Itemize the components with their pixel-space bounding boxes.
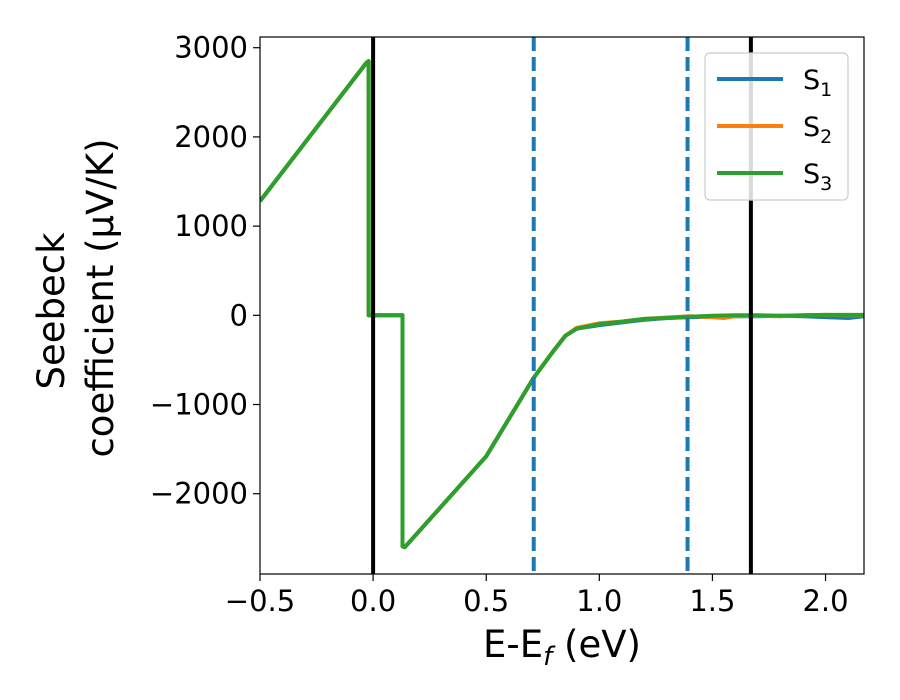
- legend-label-s1: S1: [803, 65, 832, 101]
- x-axis-label-unit: (eV): [552, 623, 641, 666]
- y-axis-label: Seebeck coefficient (μV/K): [30, 138, 122, 457]
- x-axis: −0.5 0.0 0.5 1.0 1.5 2.0: [225, 574, 849, 618]
- legend-label-main: S: [803, 112, 820, 143]
- x-tick-label: 0.5: [463, 584, 509, 618]
- y-axis-label-line1: Seebeck: [30, 232, 73, 390]
- legend-label-main: S: [803, 65, 820, 96]
- y-tick-label: 1000: [174, 209, 248, 243]
- legend-label-main: S: [803, 159, 820, 190]
- legend-label-subscript: 1: [820, 79, 832, 101]
- x-tick-label: 0.0: [350, 584, 396, 618]
- plot-frame: [259, 36, 865, 575]
- legend-label-subscript: 2: [820, 126, 832, 148]
- x-axis-label: E-Ef (eV): [483, 623, 641, 672]
- y-axis-label-line2: coefficient (μV/K): [79, 138, 122, 457]
- x-tick-label: 1.5: [689, 584, 735, 618]
- x-tick-label: −0.5: [225, 584, 295, 618]
- y-tick-label: 0: [230, 298, 248, 332]
- y-axis: −2000 −1000 0 1000 2000 3000: [150, 31, 260, 511]
- legend-label-s2: S2: [803, 112, 832, 148]
- plot-contents: [260, 37, 864, 574]
- series-line-s3: [260, 59, 864, 550]
- x-tick-label: 2.0: [802, 584, 848, 618]
- y-tick-label: −2000: [150, 477, 248, 511]
- legend-label-subscript: 3: [820, 173, 832, 195]
- x-tick-label: 1.0: [576, 584, 622, 618]
- y-tick-label: 2000: [174, 120, 248, 154]
- x-axis-label-main: E-E: [483, 623, 543, 666]
- legend-label-s3: S3: [803, 159, 832, 195]
- plot-area: [259, 36, 865, 575]
- y-tick-label: −1000: [150, 388, 248, 422]
- y-tick-label: 3000: [174, 31, 248, 65]
